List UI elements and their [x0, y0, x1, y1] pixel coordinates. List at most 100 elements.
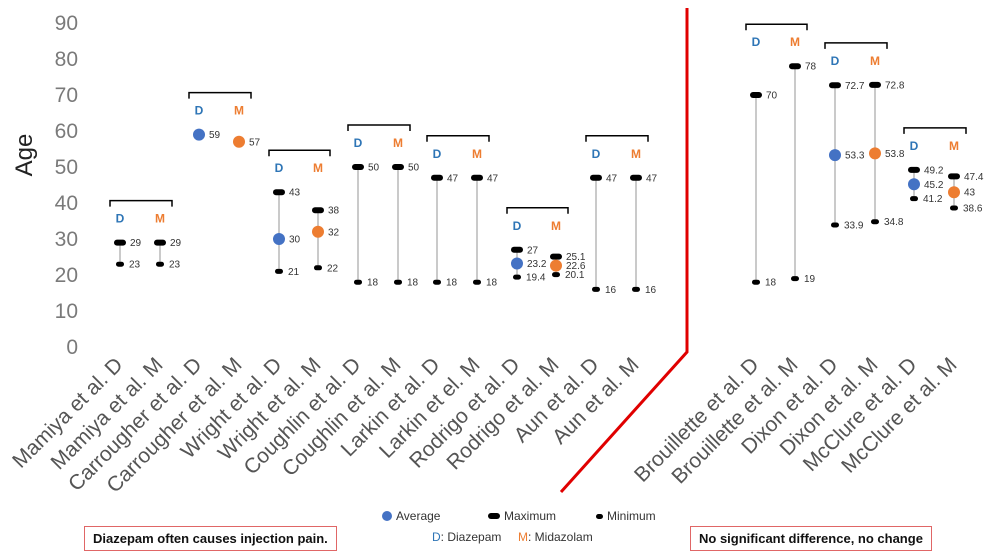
min-data-label: 18 [407, 278, 419, 289]
bracket-d-label: D [275, 161, 284, 175]
min-marker [116, 261, 124, 267]
min-marker [156, 261, 164, 267]
y-tick-label: 0 [66, 336, 78, 359]
min-marker [592, 286, 600, 292]
min-marker [354, 279, 362, 285]
min-data-label: 41.2 [923, 194, 943, 205]
key-diazepam: D: Diazepam [432, 530, 501, 544]
max-marker [869, 81, 881, 88]
max-data-label: 43 [289, 188, 301, 199]
group-bracket [745, 23, 808, 31]
min-marker [910, 196, 918, 202]
min-marker [871, 219, 879, 225]
max-marker [273, 189, 285, 196]
note-right: No significant difference, no change [690, 526, 932, 551]
legend-minimum: Minimum [596, 509, 656, 523]
min-data-label: 18 [486, 278, 498, 289]
min-data-label: 33.9 [844, 220, 864, 231]
max-data-label: 72.7 [845, 81, 865, 92]
note-left: Diazepam often causes injection pain. [84, 526, 337, 551]
min-marker [752, 279, 760, 285]
average-marker [312, 225, 324, 238]
average-data-label: 43 [964, 188, 976, 199]
min-marker [275, 268, 283, 274]
average-marker [948, 186, 960, 199]
legend-minimum-label: Minimum [607, 509, 656, 523]
min-data-label: 23 [129, 260, 141, 271]
max-data-label: 47 [646, 173, 658, 184]
min-data-label: 19.4 [526, 273, 546, 284]
average-data-label: 32 [328, 227, 340, 238]
min-marker [513, 274, 521, 280]
y-tick-label: 90 [55, 12, 78, 35]
min-data-label: 18 [367, 278, 379, 289]
min-data-label: 21 [288, 267, 300, 278]
max-marker [511, 246, 523, 253]
max-marker [154, 239, 166, 246]
bracket-m-label: M [551, 219, 561, 233]
bracket-m-label: M [472, 147, 482, 161]
max-data-label: 49.2 [924, 165, 944, 176]
average-data-label: 59 [209, 130, 221, 141]
bracket-d-label: D [513, 219, 522, 233]
key-d-text: : Diazepam [440, 530, 502, 544]
group-bracket [188, 91, 252, 99]
y-tick-label: 80 [55, 48, 78, 71]
average-data-label: 22.6 [566, 261, 586, 272]
max-data-label: 50 [368, 163, 380, 174]
y-tick-label: 50 [55, 156, 78, 179]
key-d-letter: D [432, 530, 441, 544]
min-data-label: 18 [446, 278, 458, 289]
group-bracket [268, 149, 331, 157]
average-data-label: 53.3 [845, 151, 865, 162]
bracket-d-label: D [831, 54, 840, 68]
y-axis: 0 10 20 30 40 50 60 70 80 90 [55, 12, 78, 359]
legend-minimum-swatch [596, 513, 603, 519]
min-marker [831, 222, 839, 228]
min-marker [473, 279, 481, 285]
max-data-label: 47 [606, 173, 618, 184]
min-data-label: 19 [804, 274, 816, 285]
group-bracket [506, 207, 569, 214]
bracket-m-label: M [313, 161, 323, 175]
legend-average-swatch [382, 511, 392, 521]
average-data-label: 57 [249, 137, 261, 148]
min-marker [314, 265, 322, 271]
max-marker [590, 174, 602, 181]
max-data-label: 38 [328, 206, 340, 217]
max-marker [829, 82, 841, 89]
bracket-m-label: M [631, 147, 641, 161]
group-brackets: D M D M D M D M D M D M D M D M D M D M [109, 23, 967, 233]
legend-average: Average [382, 509, 440, 523]
average-marker [829, 149, 841, 162]
min-data-label: 16 [645, 285, 657, 296]
max-data-label: 47.4 [964, 172, 984, 183]
max-marker [471, 174, 483, 181]
max-data-label: 27 [527, 245, 539, 256]
key-m-letter: M [518, 530, 528, 544]
max-marker [550, 253, 562, 260]
group-bracket [347, 124, 411, 131]
bracket-d-label: D [354, 136, 363, 150]
max-data-label: 78 [805, 62, 817, 73]
bracket-d-label: D [195, 104, 204, 118]
max-marker [750, 92, 762, 98]
max-data-label: 70 [766, 91, 778, 102]
bracket-d-label: D [433, 147, 442, 161]
min-data-label: 22 [327, 263, 339, 274]
legend-average-label: Average [396, 509, 441, 523]
bracket-m-label: M [870, 54, 880, 68]
legend-maximum: Maximum [488, 509, 556, 523]
bracket-m-label: M [234, 104, 244, 118]
y-axis-label: Age [11, 134, 38, 177]
min-marker [791, 276, 799, 282]
average-marker [193, 128, 205, 141]
average-marker [869, 147, 881, 160]
max-marker [630, 174, 642, 181]
bracket-d-label: D [910, 139, 919, 153]
min-data-label: 38.6 [963, 204, 983, 215]
group-bracket [585, 135, 649, 142]
max-data-label: 47 [487, 173, 499, 184]
max-data-label: 29 [130, 238, 142, 249]
